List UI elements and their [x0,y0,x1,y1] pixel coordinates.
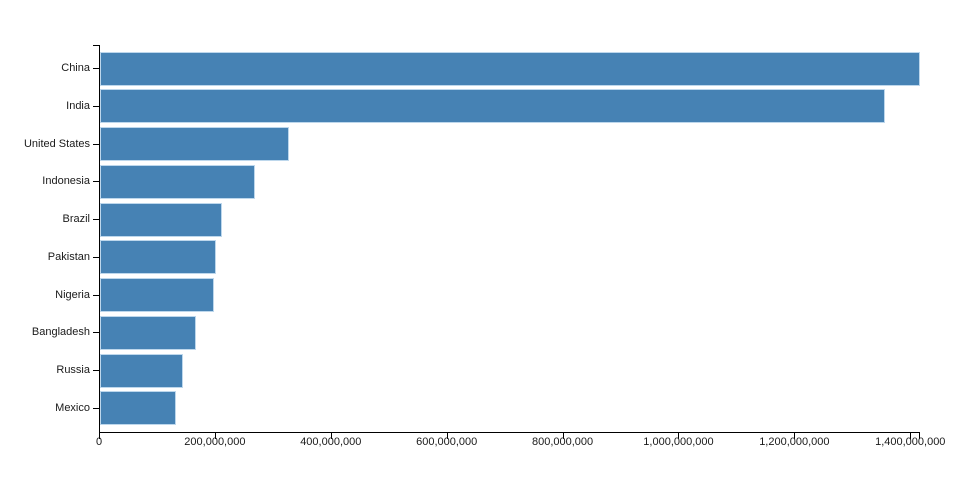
y-tick-united-states [93,143,99,145]
x-tick-1000000000 [678,433,680,439]
y-tick-brazil [93,219,99,221]
y-tick-label-nigeria: Nigeria [55,288,90,301]
y-tick-label-mexico: Mexico [55,401,90,414]
y-tick-russia [93,370,99,372]
y-tick-label-china: China [61,62,90,74]
bar-indonesia [100,164,255,199]
x-tick-label-600000000: 600,000,000 [416,436,478,448]
x-tick-0 [99,433,100,439]
x-tick-label-200000000: 200,000,000 [184,436,246,448]
x-tick-label-0: 0 [95,436,103,448]
x-tick-label-1400000000: 1,400,000,000 [875,436,946,448]
bar-mexico [100,391,176,426]
x-tick-1200000000 [794,433,796,439]
y-tick-china [93,68,99,69]
y-tick-india [93,105,99,107]
bar-brazil [100,202,223,237]
x-tick-200000000 [214,433,216,439]
x-axis-line [99,432,920,433]
bar-russia [100,353,184,388]
y-tick-label-russia: Russia [56,364,90,377]
y-tick-pakistan [93,256,99,258]
y-tick-label-pakistan: Pakistan [47,250,90,263]
y-tick-label-india: India [66,99,90,112]
x-tick-600000000 [446,433,448,439]
y-tick-label-indonesia: Indonesia [42,175,90,188]
y-tick-label-brazil: Brazil [62,213,90,226]
bar-nigeria [100,278,214,313]
y-tick-label-united-states: United States [23,137,90,150]
x-tick-400000000 [330,433,332,439]
x-tick-label-1200000000: 1,200,000,000 [759,436,830,448]
x-tick-label-400000000: 400,000,000 [300,436,362,448]
y-tick-mexico [93,407,99,409]
x-axis-right-cap [919,432,920,439]
y-tick-nigeria [93,294,99,296]
y-tick-label-bangladesh: Bangladesh [31,326,90,339]
x-tick-label-1000000000: 1,000,000,000 [643,436,714,448]
x-tick-800000000 [562,433,564,439]
bar-india [100,89,885,124]
y-axis-line [99,45,100,433]
y-axis-top-cap [93,45,99,46]
bar-pakistan [100,240,217,275]
bar-united-states [100,127,290,162]
bar-china [100,51,920,86]
x-tick-1400000000 [910,433,912,439]
x-tick-label-800000000: 800,000,000 [531,436,594,448]
y-tick-bangladesh [93,332,99,334]
y-tick-indonesia [93,181,99,183]
bar-bangladesh [100,315,197,350]
